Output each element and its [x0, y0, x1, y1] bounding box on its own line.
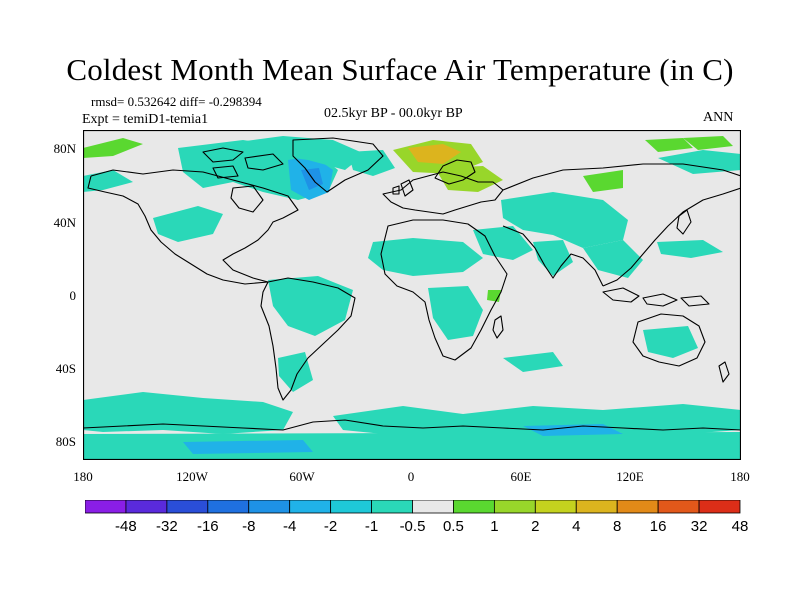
- coastline-new-zealand: [718, 361, 730, 383]
- coastline-africa: [380, 219, 508, 361]
- anomaly-region-siberia-warm: [583, 170, 623, 192]
- colorbar-swatch: [207, 500, 250, 514]
- period-label: 02.5kyr BP - 00.0kyr BP: [324, 106, 463, 121]
- colorbar-label: -8: [242, 518, 256, 535]
- lat-tick-40n: 40N: [53, 215, 76, 230]
- colorbar-swatch: [534, 500, 577, 514]
- colorbar: [85, 500, 741, 514]
- experiment-label: Expt = temiD1-temia1: [82, 112, 209, 127]
- colorbar-label: -16: [196, 518, 219, 535]
- coastline-asia-north: [502, 163, 741, 191]
- coastline-australia: [632, 313, 706, 367]
- anomaly-region-alaska-cool: [83, 170, 133, 192]
- anomaly-region-greenland-north: [223, 136, 365, 170]
- coastline-north-america: [90, 169, 299, 283]
- coastline-asia-south: [502, 225, 604, 287]
- lat-tick-0: 0: [69, 288, 77, 303]
- anomaly-region-northafrica-cool: [368, 238, 483, 276]
- map-title: Coldest Month Mean Surface Air Temperatu…: [66, 52, 734, 87]
- coastline-antarctica: [83, 419, 741, 431]
- anomaly-region-usa-cool: [153, 206, 223, 242]
- anomaly-region-china-cool: [583, 240, 643, 278]
- anomaly-region-india-cool: [533, 240, 573, 276]
- colorbar-swatch: [575, 500, 618, 514]
- temperature-map: [83, 130, 741, 460]
- anomaly-region-australia-cool: [643, 326, 698, 358]
- colorbar-swatch: [493, 500, 536, 514]
- lat-tick-80n: 80N: [53, 141, 76, 156]
- anomaly-region-southern-band-east: [333, 404, 741, 436]
- anomaly-region-antarctic-cool: [83, 432, 741, 460]
- colorbar-label: -48: [115, 518, 137, 535]
- colorbar-swatch: [248, 500, 291, 514]
- colorbar-swatch: [698, 500, 741, 514]
- coastline-british-isles: [392, 179, 414, 197]
- colorbar-swatch: [166, 500, 209, 514]
- colorbar-label: -2: [323, 518, 338, 535]
- coastline-greenland: [292, 137, 384, 193]
- stats-label: rmsd= 0.532642 diff= -0.298394: [91, 94, 262, 109]
- anomaly-region-asia-cool: [501, 192, 628, 248]
- season-label: ANN: [703, 110, 734, 125]
- coastline-madagascar: [492, 315, 504, 339]
- lon-tick-120e: 120E: [616, 469, 644, 484]
- colorbar-swatch: [85, 500, 127, 514]
- colorbar-swatch: [412, 500, 454, 514]
- colorbar-label: 48: [731, 518, 749, 535]
- colorbar-label: 32: [690, 518, 708, 535]
- colorbar-label: -4: [283, 518, 297, 535]
- anomaly-region-patagonia-cool: [278, 352, 313, 392]
- anomaly-region-westpacific-cool: [657, 240, 723, 258]
- lon-tick-120w: 120W: [176, 469, 208, 484]
- colorbar-label: 8: [613, 518, 622, 535]
- lon-tick-60e: 60E: [510, 469, 532, 484]
- colorbar-swatch: [453, 500, 495, 514]
- anomaly-region-northpacific-cool: [658, 150, 741, 174]
- anomaly-region-southindian-cool: [503, 352, 563, 372]
- anomaly-region-arctic-warm: [83, 138, 143, 158]
- anomaly-region-arabia-cool: [473, 226, 533, 260]
- colorbar-label: 1: [490, 518, 499, 535]
- lon-tick-180e: 180: [730, 469, 750, 484]
- anomaly-region-southamerica-cool: [268, 276, 353, 336]
- lon-tick-60w: 60W: [289, 469, 315, 484]
- coastline-indonesia: [602, 287, 710, 307]
- coastline-canadian-archipelago: [202, 147, 284, 179]
- coastline-scandinavia: [434, 159, 476, 185]
- coastline-south-america: [260, 277, 356, 401]
- colorbar-label: -0.5: [399, 518, 426, 535]
- colorbar-label: 2: [531, 518, 540, 535]
- coastline-europe: [382, 171, 504, 215]
- colorbar-swatch: [289, 500, 332, 514]
- lat-tick-80s: 80S: [55, 434, 76, 449]
- anomaly-region-northpacific-warm: [645, 138, 693, 152]
- anomaly-region-barents-hot: [408, 144, 461, 164]
- anomaly-region-centralafrica-cool: [428, 286, 483, 340]
- coastline-layer: [83, 137, 741, 431]
- colorbar-label: 0.5: [442, 518, 464, 535]
- colorbar-swatch: [125, 500, 168, 514]
- colorbar-swatch: [330, 500, 372, 514]
- colorbar-swatch: [371, 500, 413, 514]
- colorbar-label: 4: [572, 518, 581, 535]
- colorbar-swatch: [657, 500, 700, 514]
- lon-tick-180w: 180: [73, 469, 93, 484]
- coastline-asia-east: [602, 187, 741, 287]
- anomaly-region-southern-band-west: [83, 392, 293, 434]
- coastline-japan: [676, 209, 692, 235]
- colorbar-label: -32: [156, 518, 178, 535]
- anomaly-region-arctic-east-warm: [683, 136, 733, 150]
- coastline-hudson-bay: [230, 185, 264, 213]
- lon-tick-0: 0: [407, 469, 415, 484]
- anomaly-region-antarctic-interior: [183, 440, 313, 454]
- anomaly-fill-layer: [83, 136, 741, 460]
- colorbar-label: -1: [364, 518, 379, 535]
- colorbar-label: 16: [649, 518, 667, 535]
- colorbar-swatch: [616, 500, 659, 514]
- map-frame: [83, 130, 741, 460]
- coastline-north-america-west: [87, 175, 269, 285]
- lat-tick-40s: 40S: [55, 361, 76, 376]
